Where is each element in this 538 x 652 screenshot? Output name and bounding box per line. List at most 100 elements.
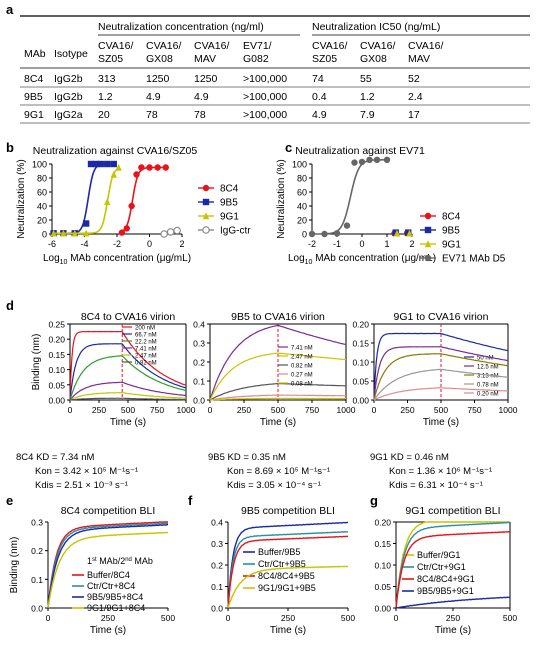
x-axis-label: Time (s) <box>270 625 306 636</box>
x-tick-label: 1000 <box>499 405 518 415</box>
legend-label: Buffer/8C4 <box>87 570 130 580</box>
y-tick-label: 0.10 <box>374 561 391 571</box>
panel-letter-a: a <box>6 2 14 17</box>
chart-title: 9B5 competition BLI <box>241 505 335 517</box>
legend-label: 8C4 <box>220 184 239 195</box>
legend-label: 9B5/9B5+9G1 <box>417 586 474 596</box>
table-cell: 1250 <box>146 73 170 85</box>
y-tick-label: 0.0 <box>31 604 43 614</box>
binding-curve <box>373 387 508 401</box>
x-tick-label: 250 <box>400 405 414 415</box>
legend-marker <box>424 254 432 262</box>
table-col-conc: CVA16/ <box>146 40 181 52</box>
table-cell: 0.4 <box>312 91 327 103</box>
y-tick-label: 100 <box>292 160 307 170</box>
y-tick-label: 0.00 <box>374 604 391 614</box>
x-axis-label: Time (s) <box>90 625 126 636</box>
data-point <box>173 226 181 235</box>
legend-label: 9G1/9G1+9B5 <box>258 583 316 593</box>
y-tick-label: 0.20 <box>374 518 391 528</box>
legend-label: 22.2 nM <box>135 340 157 346</box>
legend-label: Buffer/9G1 <box>417 550 460 560</box>
table-cell-mab: 9B5 <box>24 91 43 103</box>
table-group-header-conc: Neutralization concentration (ng/ml) <box>98 21 264 33</box>
y-tick-label: 0.1 <box>31 575 43 585</box>
kinetics-text: Kdis = 3.05 × 10⁻⁴ s⁻¹ <box>227 480 321 491</box>
data-point <box>138 164 145 171</box>
data-point <box>321 230 328 238</box>
data-point <box>110 170 117 178</box>
data-point <box>128 202 135 210</box>
y-tick-label: 0.20 <box>48 335 65 345</box>
y-tick-label: 0.2 <box>31 546 43 556</box>
chart-title: 8C4 competition BLI <box>61 505 156 517</box>
binding-curve <box>227 530 349 609</box>
table-group-header-ic50: Neutralization IC50 (ng/mL) <box>312 21 440 33</box>
x-tick-label: 0 <box>359 239 364 249</box>
table-col-conc: SZ05 <box>98 53 123 65</box>
legend-label: IgG-ctr <box>220 226 251 237</box>
table-cell: 78 <box>194 109 206 121</box>
binding-curve <box>209 382 346 401</box>
y-tick-label: 0.15 <box>48 350 65 360</box>
data-point <box>383 156 391 163</box>
legend-label: 0.78 nM <box>477 383 499 389</box>
table-cell: >100,000 <box>243 73 287 85</box>
table-cell-isotype: IgG2a <box>54 109 83 121</box>
x-axis-label: Log10 MAb concentration (μg/mL) <box>43 253 191 266</box>
legend-label: 9B5 <box>442 226 460 237</box>
series-line <box>312 159 387 235</box>
binding-curve <box>373 368 509 401</box>
legend-label: 9B5/9B5+8C4 <box>87 592 143 602</box>
table-cell: 1250 <box>194 73 218 85</box>
table-cell: >100,000 <box>243 91 287 103</box>
table-cell: >100,000 <box>243 109 287 121</box>
table-col-conc: EV71/ <box>243 40 272 52</box>
data-point <box>104 160 111 168</box>
data-point <box>351 159 358 166</box>
x-tick-label: -1 <box>333 239 341 249</box>
data-point <box>50 229 57 237</box>
binding-curve <box>69 397 186 401</box>
x-tick-label: 250 <box>101 613 115 623</box>
table-col-conc: MAV <box>194 53 216 65</box>
x-tick-label: 1 <box>384 239 389 249</box>
table-col-conc: G082 <box>243 53 269 65</box>
panel-letter-d: d <box>6 298 14 313</box>
x-tick-label: 250 <box>446 613 460 623</box>
x-tick-label: 500 <box>121 405 135 415</box>
legend-label: 7.41 nM <box>135 347 157 353</box>
legend-marker <box>424 212 432 220</box>
panel-letter-e: e <box>6 493 13 508</box>
table-col-conc: CVA16/ <box>98 40 133 52</box>
x-tick-label: 0 <box>226 613 231 623</box>
legend-label: EV71 MAb D5 <box>442 254 506 265</box>
legend-marker <box>202 198 210 206</box>
legend-label: 9G1 <box>442 240 461 251</box>
table-col-ic50: CVA16/ <box>312 40 347 52</box>
table-cell-isotype: IgG2b <box>54 91 83 103</box>
legend-label: 8C4/8C4+9B5 <box>258 571 315 581</box>
data-point <box>406 229 413 237</box>
binding-curve <box>47 524 168 609</box>
table-cell: 1.2 <box>360 91 375 103</box>
x-tick-label: 0 <box>68 405 73 415</box>
legend-marker <box>202 226 210 234</box>
legend-label: 50 nM <box>477 356 494 362</box>
y-tick-label: 0.0 <box>211 604 223 614</box>
x-tick-label: 750 <box>150 405 164 415</box>
x-axis-label: Time (s) <box>260 417 296 428</box>
y-tick-label: 0.1 <box>211 582 223 592</box>
x-tick-label: 2 <box>409 239 414 249</box>
data-point <box>366 156 373 163</box>
y-axis-label: Binding (nm) <box>31 334 42 391</box>
table-cell: 4.9 <box>194 91 209 103</box>
table-col-isotype: Isotype <box>54 48 88 60</box>
binding-curve <box>373 332 509 401</box>
table-cell: 55 <box>360 73 372 85</box>
data-point <box>118 229 126 236</box>
table-col-ic50: MAV <box>408 53 430 65</box>
chart-title: Neutralization against EV71 <box>295 145 425 157</box>
legend-label: 2.47 nM <box>291 355 313 361</box>
